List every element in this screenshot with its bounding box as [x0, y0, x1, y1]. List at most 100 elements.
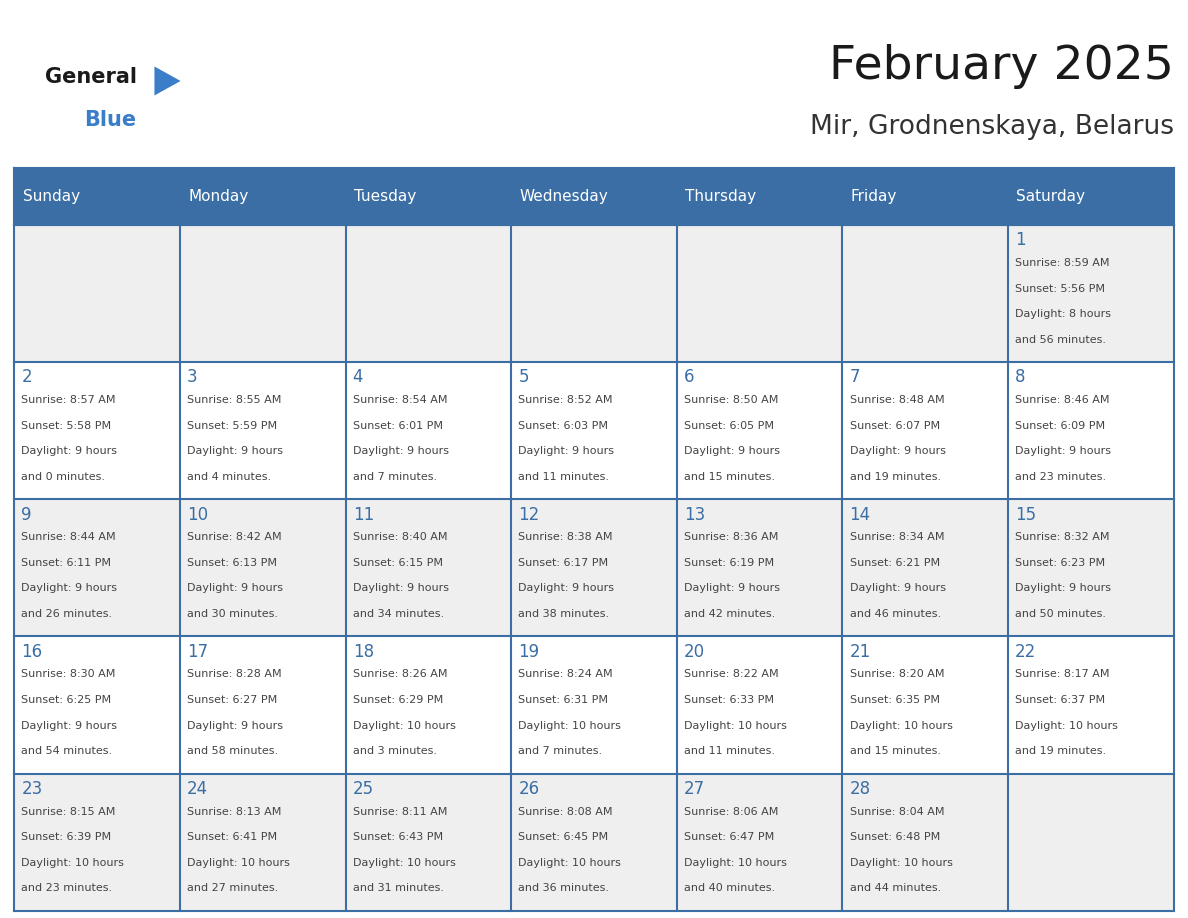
Text: and 46 minutes.: and 46 minutes.	[849, 609, 941, 619]
Text: Daylight: 9 hours: Daylight: 9 hours	[518, 446, 614, 456]
Text: Sunset: 6:19 PM: Sunset: 6:19 PM	[684, 558, 775, 568]
Text: Daylight: 9 hours: Daylight: 9 hours	[353, 446, 449, 456]
Text: 26: 26	[518, 780, 539, 798]
Text: Daylight: 8 hours: Daylight: 8 hours	[1016, 309, 1111, 319]
Text: 12: 12	[518, 506, 539, 523]
Text: Sunset: 6:01 PM: Sunset: 6:01 PM	[353, 420, 443, 431]
Text: Daylight: 9 hours: Daylight: 9 hours	[21, 446, 118, 456]
Text: Sunrise: 8:32 AM: Sunrise: 8:32 AM	[1016, 532, 1110, 543]
Text: and 27 minutes.: and 27 minutes.	[187, 883, 278, 893]
Bar	[511, 636, 677, 774]
Text: and 19 minutes.: and 19 minutes.	[849, 472, 941, 482]
Text: Daylight: 10 hours: Daylight: 10 hours	[1016, 721, 1118, 731]
Text: Sunset: 6:11 PM: Sunset: 6:11 PM	[21, 558, 112, 568]
Text: and 38 minutes.: and 38 minutes.	[518, 609, 609, 619]
Text: Sunset: 6:17 PM: Sunset: 6:17 PM	[518, 558, 608, 568]
Text: Sunrise: 8:30 AM: Sunrise: 8:30 AM	[21, 669, 115, 679]
Text: 20: 20	[684, 643, 704, 661]
Text: Daylight: 10 hours: Daylight: 10 hours	[684, 857, 786, 868]
Text: Sunrise: 8:24 AM: Sunrise: 8:24 AM	[518, 669, 613, 679]
Bar	[346, 636, 511, 774]
Text: Daylight: 10 hours: Daylight: 10 hours	[187, 857, 290, 868]
Text: Sunrise: 8:40 AM: Sunrise: 8:40 AM	[353, 532, 447, 543]
Text: Sunset: 6:31 PM: Sunset: 6:31 PM	[518, 695, 608, 705]
Text: Sunrise: 8:38 AM: Sunrise: 8:38 AM	[518, 532, 613, 543]
Text: Monday: Monday	[188, 189, 248, 204]
Text: 5: 5	[518, 368, 529, 386]
Text: Sunrise: 8:20 AM: Sunrise: 8:20 AM	[849, 669, 944, 679]
Text: 25: 25	[353, 780, 374, 798]
Text: 13: 13	[684, 506, 706, 523]
Text: and 44 minutes.: and 44 minutes.	[849, 883, 941, 893]
Text: and 26 minutes.: and 26 minutes.	[21, 609, 113, 619]
Text: Sunrise: 8:13 AM: Sunrise: 8:13 AM	[187, 807, 282, 816]
Text: Sunrise: 8:44 AM: Sunrise: 8:44 AM	[21, 532, 116, 543]
Text: 23: 23	[21, 780, 43, 798]
Text: and 58 minutes.: and 58 minutes.	[187, 746, 278, 756]
Text: Sunset: 6:29 PM: Sunset: 6:29 PM	[353, 695, 443, 705]
Bar	[677, 774, 842, 911]
Text: Sunset: 6:39 PM: Sunset: 6:39 PM	[21, 832, 112, 842]
Text: Sunset: 6:09 PM: Sunset: 6:09 PM	[1016, 420, 1105, 431]
Text: Sunrise: 8:52 AM: Sunrise: 8:52 AM	[518, 395, 613, 405]
Bar	[179, 362, 346, 499]
Text: Sunday: Sunday	[23, 189, 80, 204]
Text: Daylight: 9 hours: Daylight: 9 hours	[353, 584, 449, 593]
Bar	[842, 168, 1009, 225]
Text: Sunset: 6:05 PM: Sunset: 6:05 PM	[684, 420, 773, 431]
Text: and 11 minutes.: and 11 minutes.	[684, 746, 775, 756]
Bar	[179, 225, 346, 362]
Bar	[1009, 499, 1174, 636]
Text: and 54 minutes.: and 54 minutes.	[21, 746, 113, 756]
Text: Sunset: 6:07 PM: Sunset: 6:07 PM	[849, 420, 940, 431]
Text: Daylight: 9 hours: Daylight: 9 hours	[849, 584, 946, 593]
Bar	[1009, 168, 1174, 225]
Bar	[346, 774, 511, 911]
Text: Sunrise: 8:48 AM: Sunrise: 8:48 AM	[849, 395, 944, 405]
Bar	[511, 168, 677, 225]
Bar	[842, 225, 1009, 362]
Text: Sunrise: 8:57 AM: Sunrise: 8:57 AM	[21, 395, 116, 405]
Text: Sunrise: 8:06 AM: Sunrise: 8:06 AM	[684, 807, 778, 816]
Text: Sunrise: 8:59 AM: Sunrise: 8:59 AM	[1016, 258, 1110, 268]
Text: 19: 19	[518, 643, 539, 661]
Text: Sunset: 6:41 PM: Sunset: 6:41 PM	[187, 832, 277, 842]
Text: Sunset: 6:03 PM: Sunset: 6:03 PM	[518, 420, 608, 431]
Text: 28: 28	[849, 780, 871, 798]
Text: Daylight: 9 hours: Daylight: 9 hours	[187, 721, 283, 731]
Text: Sunrise: 8:36 AM: Sunrise: 8:36 AM	[684, 532, 778, 543]
Text: Daylight: 9 hours: Daylight: 9 hours	[1016, 584, 1111, 593]
Bar	[1009, 362, 1174, 499]
Text: 11: 11	[353, 506, 374, 523]
Text: 16: 16	[21, 643, 43, 661]
Text: Sunrise: 8:46 AM: Sunrise: 8:46 AM	[1016, 395, 1110, 405]
Text: 8: 8	[1016, 368, 1025, 386]
Text: 4: 4	[353, 368, 364, 386]
Bar	[14, 774, 179, 911]
Text: Friday: Friday	[851, 189, 897, 204]
Bar	[677, 225, 842, 362]
Text: Daylight: 10 hours: Daylight: 10 hours	[353, 857, 455, 868]
Text: Sunset: 5:59 PM: Sunset: 5:59 PM	[187, 420, 277, 431]
Bar	[346, 168, 511, 225]
Text: and 7 minutes.: and 7 minutes.	[518, 746, 602, 756]
Bar	[511, 362, 677, 499]
Bar	[1009, 636, 1174, 774]
Text: and 4 minutes.: and 4 minutes.	[187, 472, 271, 482]
Text: 17: 17	[187, 643, 208, 661]
Text: and 40 minutes.: and 40 minutes.	[684, 883, 775, 893]
Text: and 31 minutes.: and 31 minutes.	[353, 883, 443, 893]
Text: Sunrise: 8:17 AM: Sunrise: 8:17 AM	[1016, 669, 1110, 679]
Text: and 50 minutes.: and 50 minutes.	[1016, 609, 1106, 619]
Text: 3: 3	[187, 368, 197, 386]
Bar	[842, 499, 1009, 636]
Bar	[842, 636, 1009, 774]
Text: and 42 minutes.: and 42 minutes.	[684, 609, 776, 619]
Text: Daylight: 10 hours: Daylight: 10 hours	[21, 857, 125, 868]
Text: Daylight: 9 hours: Daylight: 9 hours	[1016, 446, 1111, 456]
Text: Daylight: 10 hours: Daylight: 10 hours	[353, 721, 455, 731]
Text: Sunrise: 8:50 AM: Sunrise: 8:50 AM	[684, 395, 778, 405]
Text: Daylight: 10 hours: Daylight: 10 hours	[849, 721, 953, 731]
Text: Daylight: 9 hours: Daylight: 9 hours	[21, 584, 118, 593]
Bar	[14, 225, 179, 362]
